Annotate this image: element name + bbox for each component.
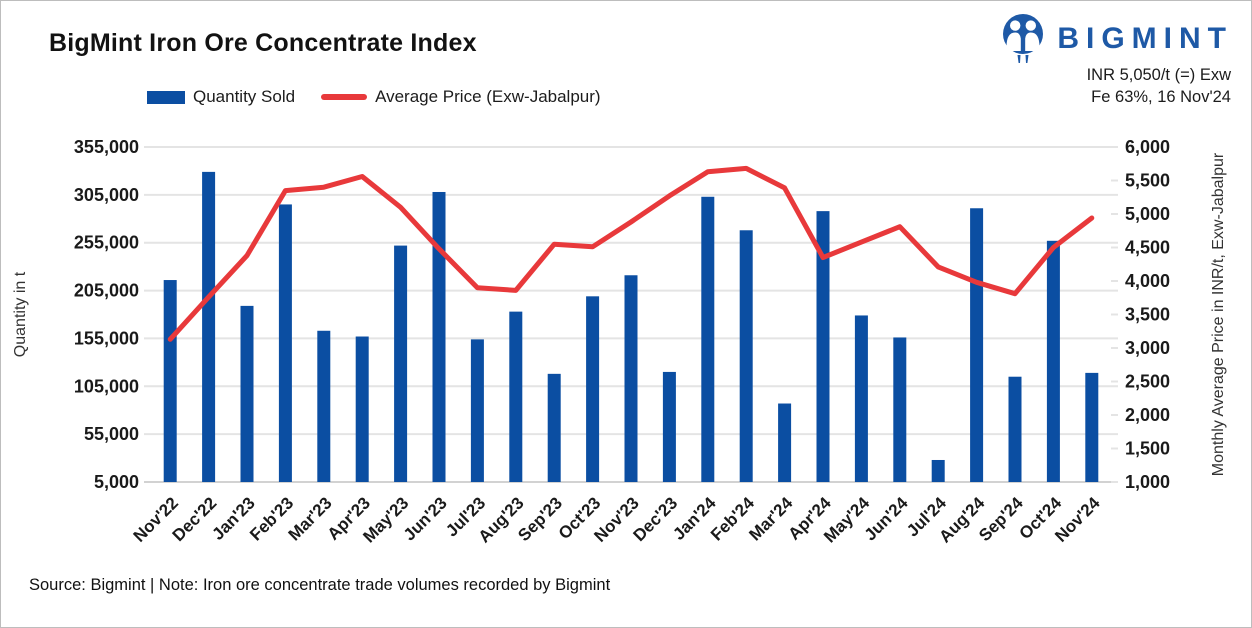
right-axis-tick-label: 3,500 [1125,305,1170,325]
right-axis-tick-label: 4,500 [1125,238,1170,258]
page-title: BigMint Iron Ore Concentrate Index [49,29,477,57]
left-axis-tick-label: 305,000 [74,185,139,205]
brand-block: BIGMINT [999,13,1233,65]
right-axis-tick-label: 6,000 [1125,137,1170,157]
bar-May'24 [854,315,868,482]
bar-Sep'23 [547,373,561,482]
left-axis-tick-label: 355,000 [74,137,139,157]
bigmint-logo-icon [999,13,1047,65]
price-line [167,165,1095,342]
x-axis-tick-label: Sep'23 [514,493,566,545]
index-quote: INR 5,050/t (=) Exw Fe 63%, 16 Nov'24 [1087,65,1231,109]
right-axis-tick-label: 2,000 [1125,405,1170,425]
left-axis-tick-label: 205,000 [74,281,139,301]
left-axis-tick-label: 105,000 [74,376,139,396]
x-axis-tick-label: Jun'24 [861,493,912,544]
bigmint-logo-text: BIGMINT [1057,22,1233,55]
right-axis-tick-label: 2,500 [1125,372,1170,392]
source-note: Source: Bigmint | Note: Iron ore concent… [29,576,611,594]
x-axis-tick-label: Dec'22 [169,493,221,545]
bar-Dec'23 [662,371,676,482]
bar-Jul'24 [931,459,945,482]
left-axis-tick-label: 5,000 [94,472,139,492]
bar-Nov'23 [624,275,638,482]
bar-Oct'24 [1046,240,1060,482]
right-axis-tick-label: 5,000 [1125,204,1170,224]
right-axis-tick-label: 1,000 [1125,472,1170,492]
x-axis-tick-label: Mar'23 [285,493,336,544]
right-axis-tick-label: 1,500 [1125,439,1170,459]
right-axis-tick-label: 5,500 [1125,171,1170,191]
bar-Apr'23 [355,336,369,482]
bar-Jan'23 [240,305,254,482]
bar-Jul'23 [470,339,484,482]
chart-legend: Quantity Sold Average Price (Exw-Jabalpu… [147,87,601,107]
bar-Jan'24 [701,196,715,482]
bar-Dec'22 [202,171,216,482]
left-axis-title: Quantity in t [12,271,29,357]
x-axis-tick-label: Mar'24 [745,493,796,544]
left-axis-tick-label: 255,000 [74,233,139,253]
right-axis-tick-label: 4,000 [1125,271,1170,291]
bar-Apr'24 [816,211,830,482]
bar-Feb'23 [278,204,292,482]
bar-May'23 [394,245,408,482]
bar-Nov'24 [1085,372,1099,482]
bar-Feb'24 [739,230,753,482]
x-axis-tick-label: Jun'23 [400,493,451,544]
left-axis-tick-label: 155,000 [74,328,139,348]
x-axis-tick-label: Sep'24 [975,493,1027,545]
right-axis-title: Monthly Average Price in INR/t, Exw-Jaba… [1210,152,1227,476]
index-quote-line2: Fe 63%, 16 Nov'24 [1091,87,1231,106]
bar-Nov'22 [163,280,177,482]
bar-Aug'23 [509,311,523,482]
bar-Oct'23 [586,296,600,482]
index-quote-line1: INR 5,050/t (=) Exw [1086,66,1231,84]
right-axis-tick-label: 3,000 [1125,338,1170,358]
bar-Jun'23 [432,191,446,482]
quantity-swatch-icon [147,90,185,104]
bar-Mar'24 [778,403,792,482]
price-swatch-icon [321,94,368,100]
bar-Sep'24 [1008,376,1022,482]
bar-Jun'24 [893,337,907,482]
legend-label-quantity: Quantity Sold [193,87,296,106]
left-axis-tick-label: 55,000 [84,424,139,444]
legend-item-price: Average Price (Exw-Jabalpur) [321,87,601,107]
bar-Mar'23 [317,330,331,482]
bar-Aug'24 [970,208,984,482]
x-axis-tick-label: Dec'23 [630,493,682,545]
legend-item-quantity: Quantity Sold [147,87,295,107]
legend-label-price: Average Price (Exw-Jabalpur) [375,87,601,106]
